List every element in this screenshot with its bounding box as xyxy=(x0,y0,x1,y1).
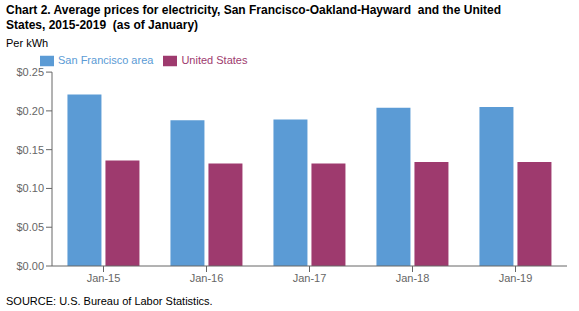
svg-text:Jan-18: Jan-18 xyxy=(396,272,430,284)
svg-text:$0.25: $0.25 xyxy=(16,66,44,78)
svg-text:Jan-16: Jan-16 xyxy=(190,272,224,284)
html-text:Per kWh: Per kWh xyxy=(6,37,49,49)
html-text:Chart 2. Average prices for el: Chart 2. Average prices for electricity,… xyxy=(6,3,501,17)
html-text:SOURCE: U.S. Bureau of Labor S: SOURCE: U.S. Bureau of Labor Statistics. xyxy=(6,295,213,307)
svg-text:$0.15: $0.15 xyxy=(16,144,44,156)
svg-text:Jan-19: Jan-19 xyxy=(499,272,533,284)
svg-text:Jan-17: Jan-17 xyxy=(293,272,327,284)
html-text:San Francisco area: San Francisco area xyxy=(58,54,154,66)
html-text:United States: United States xyxy=(181,54,248,66)
svg-text:$0.00: $0.00 xyxy=(16,260,44,272)
svg-text:$0.20: $0.20 xyxy=(16,105,44,117)
svg-text:$0.05: $0.05 xyxy=(16,221,44,233)
svg-text:$0.10: $0.10 xyxy=(16,182,44,194)
svg-text:Jan-15: Jan-15 xyxy=(87,272,121,284)
html-text:States, 2015-2019 (as of Janua: States, 2015-2019 (as of January) xyxy=(6,18,199,32)
